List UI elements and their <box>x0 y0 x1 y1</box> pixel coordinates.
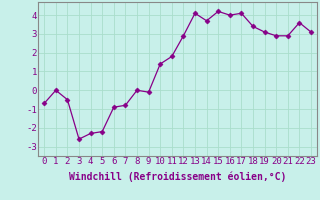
X-axis label: Windchill (Refroidissement éolien,°C): Windchill (Refroidissement éolien,°C) <box>69 172 286 182</box>
